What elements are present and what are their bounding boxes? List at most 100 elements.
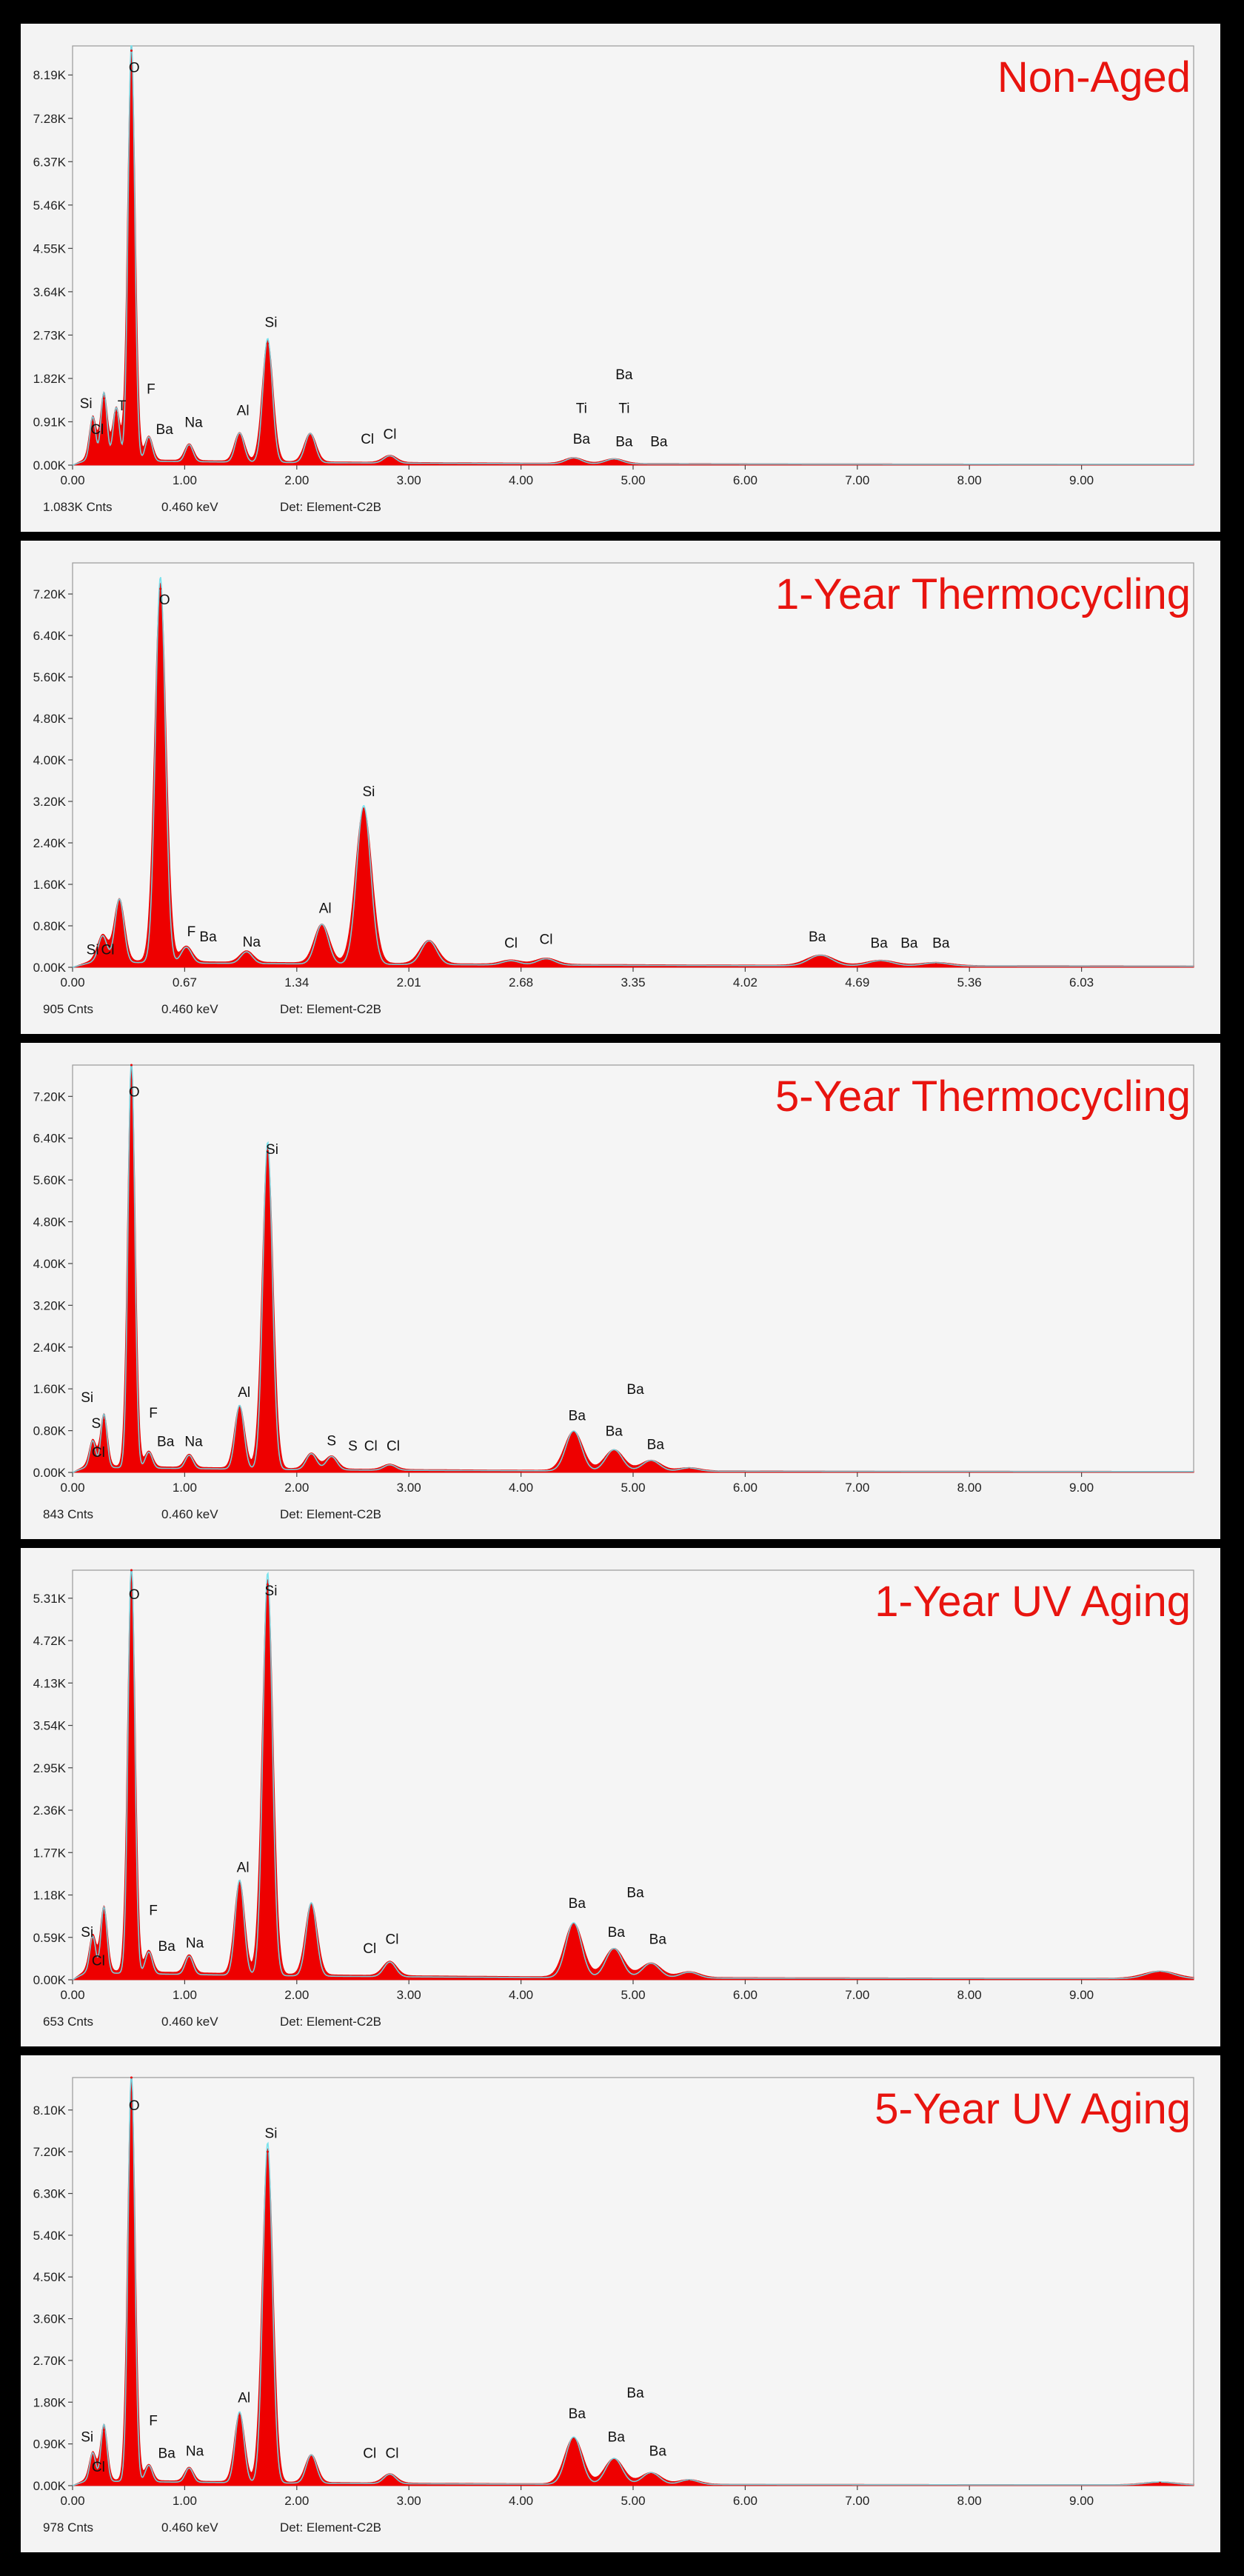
x-tick-label: 5.00: [621, 2494, 645, 2508]
peak-point: [427, 943, 430, 945]
element-label: Al: [319, 901, 332, 917]
element-label: Ba: [569, 1408, 586, 1424]
x-tick-label: 4.02: [733, 975, 758, 990]
y-tick-label: 2.40K: [33, 1341, 67, 1355]
overlay-line: [72, 45, 1194, 466]
chart-title: 5-Year Thermocycling: [775, 1072, 1191, 1121]
element-label: Si: [81, 2430, 93, 2446]
element-label: Ba: [871, 935, 889, 951]
y-tick-label: 1.60K: [33, 878, 67, 892]
element-label: Al: [237, 1860, 250, 1875]
element-label: Ba: [156, 422, 174, 438]
y-tick-label: 3.20K: [33, 795, 67, 809]
peak-point: [130, 49, 133, 52]
y-tick-label: 3.54K: [33, 1719, 67, 1733]
x-tick-label: 2.00: [284, 473, 309, 487]
peak-point: [688, 1468, 691, 1471]
x-tick-label: 7.00: [845, 1988, 869, 2002]
y-tick-label: 0.80K: [33, 1424, 67, 1438]
peak-point: [187, 2470, 190, 2473]
x-tick-label: 8.00: [957, 473, 982, 487]
footer-counts: 653 Cnts: [43, 2015, 93, 2029]
element-label: Ba: [809, 930, 826, 945]
y-tick-label: 3.20K: [33, 1298, 67, 1312]
peak-point: [130, 2076, 133, 2079]
element-label: Ba: [900, 935, 918, 951]
element-label: Al: [238, 1385, 250, 1401]
element-label: Cl: [363, 1941, 376, 1957]
y-tick-label: 1.18K: [33, 1889, 67, 1903]
element-label: Ba: [650, 434, 668, 450]
x-tick-label: 1.00: [173, 473, 197, 487]
element-label: Ba: [158, 2446, 176, 2461]
x-tick-label: 7.00: [845, 1481, 869, 1495]
peak-point: [118, 904, 121, 907]
element-label: Ba: [606, 1424, 623, 1440]
element-label: Ba: [615, 367, 633, 383]
y-tick-label: 7.20K: [33, 1090, 67, 1104]
y-tick-label: 3.64K: [33, 285, 67, 299]
peak-point: [115, 411, 118, 414]
y-tick-label: 0.91K: [33, 415, 67, 429]
x-tick-label: 6.00: [733, 473, 758, 487]
peak-point: [91, 421, 94, 424]
footer-counts: 905 Cnts: [43, 1002, 93, 1016]
peak-point: [147, 1957, 150, 1960]
peak-point: [330, 1458, 333, 1461]
element-label: O: [129, 1084, 140, 1100]
peak-point: [238, 435, 241, 438]
plot-area: [72, 562, 1194, 968]
y-tick-label: 7.20K: [33, 587, 67, 601]
y-tick-label: 2.73K: [33, 328, 67, 342]
element-label: Si: [266, 1142, 278, 1158]
y-tick-label: 6.30K: [33, 2187, 67, 2201]
element-label: Cl: [540, 932, 553, 948]
y-tick-label: 2.95K: [33, 1761, 67, 1775]
element-label: Cl: [101, 943, 114, 958]
element-label: Na: [184, 1435, 203, 1450]
element-label: S: [327, 1433, 336, 1449]
peak-point: [187, 1961, 190, 1963]
y-tick-label: 7.28K: [33, 112, 67, 126]
x-tick-label: 9.00: [1069, 2494, 1094, 2508]
element-label: Ba: [158, 1939, 176, 1955]
peak-point: [91, 1942, 94, 1945]
x-tick-label: 2.00: [284, 2494, 309, 2508]
x-tick-label: 0.00: [60, 1988, 84, 2002]
peak-point: [187, 1458, 190, 1461]
element-label: Ba: [573, 432, 591, 447]
peak-point: [362, 810, 365, 813]
y-tick-label: 5.46K: [33, 198, 67, 213]
x-tick-label: 5.00: [621, 473, 645, 487]
x-tick-label: 4.69: [845, 975, 869, 990]
peak-point: [238, 2415, 241, 2417]
element-label: S: [348, 1438, 358, 1454]
y-tick-label: 5.60K: [33, 1173, 67, 1187]
spectrum-panel-5: 0.00K 0.90K 1.80K 2.70K 3.60K 4.50K 5.40K 6.30K…: [21, 2055, 1220, 2552]
element-label: O: [129, 2098, 140, 2114]
peak-point: [688, 1972, 691, 1975]
element-label: Cl: [386, 2446, 399, 2461]
y-tick-label: 0.00K: [33, 1973, 67, 1987]
x-tick-label: 0.00: [60, 975, 84, 990]
spectrum-panel-4: 0.00K 0.59K 1.18K 1.77K 2.36K 2.95K 3.54K 4.13K…: [21, 1548, 1220, 2046]
element-label: Ba: [157, 1435, 175, 1450]
element-label: Na: [184, 416, 203, 431]
x-tick-label: 1.34: [284, 975, 309, 990]
y-tick-label: 0.59K: [33, 1931, 67, 1945]
peak-point: [572, 1924, 575, 1927]
x-tick-label: 5.00: [621, 1988, 645, 2002]
x-tick-label: 0.67: [173, 975, 197, 990]
y-tick-label: 8.10K: [33, 2103, 67, 2118]
element-label: Ba: [569, 2406, 586, 2422]
peak-point: [102, 1418, 105, 1421]
peak-point: [130, 1569, 133, 1572]
x-tick-label: 3.35: [621, 975, 645, 990]
peak-point: [147, 2468, 150, 2471]
x-tick-label: 4.00: [509, 1481, 533, 1495]
peak-point: [612, 2459, 615, 2462]
footer-counts: 1.083K Cnts: [43, 500, 113, 514]
peak-point: [91, 2456, 94, 2459]
element-label: F: [149, 1406, 158, 1421]
element-label: Ti: [576, 401, 587, 416]
